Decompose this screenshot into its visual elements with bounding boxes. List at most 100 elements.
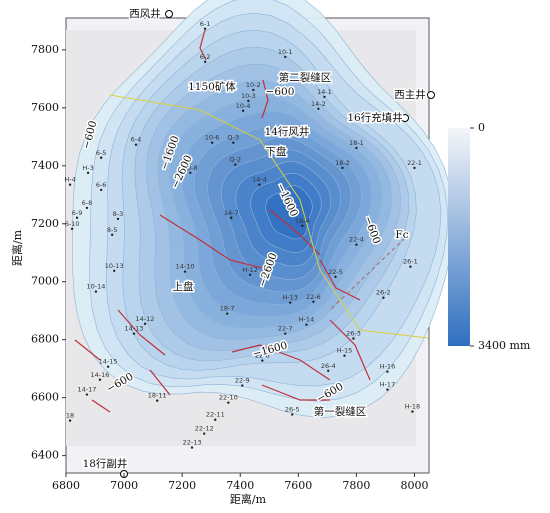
ore-line: [109, 94, 429, 339]
borehole-label: 22-9: [235, 377, 250, 385]
borehole: [284, 55, 287, 59]
borehole-label: 6-9: [72, 209, 83, 217]
borehole-label: H-18: [405, 403, 421, 411]
borehole-label: 22-4: [349, 236, 364, 244]
borehole-label: 6-6: [96, 181, 107, 189]
borehole-label: 14-10: [176, 263, 195, 271]
borehole: [134, 143, 138, 146]
annotation: 16行充填井: [347, 111, 402, 124]
borehole: [110, 233, 114, 237]
borehole-label: 14-4: [252, 176, 267, 184]
borehole-label: 14-2: [311, 100, 326, 108]
annotation: 1150矿体: [188, 80, 236, 93]
borehole: [190, 446, 194, 449]
annotation: Fc: [395, 229, 408, 241]
borehole: [352, 337, 355, 340]
y-tick-label: 6400: [31, 449, 59, 462]
crack-line: [74, 339, 101, 361]
annotation: 西风井: [129, 7, 161, 20]
crack-line: [261, 79, 269, 119]
borehole: [355, 146, 358, 150]
borehole: [413, 166, 416, 170]
borehole: [284, 332, 287, 335]
borehole-label: Q-3: [227, 134, 239, 142]
borehole-label: 14-16: [91, 371, 110, 379]
well-marker: [401, 114, 409, 122]
borehole: [323, 95, 326, 99]
borehole: [214, 418, 217, 421]
x-tick-label: 7600: [284, 479, 312, 492]
borehole: [301, 224, 304, 228]
borehole: [409, 265, 412, 268]
borehole: [68, 183, 72, 186]
y-tick-label: 7000: [31, 275, 59, 288]
borehole: [70, 227, 74, 230]
borehole: [113, 269, 116, 272]
borehole: [203, 60, 207, 64]
borehole-label: 14-17: [77, 386, 96, 394]
fault-line: [329, 237, 406, 311]
borehole: [189, 171, 192, 175]
borehole: [291, 413, 294, 416]
y-axis-label: 距离/m: [10, 229, 24, 266]
borehole-label: H-4: [64, 176, 75, 184]
borehole-label: 10-13: [105, 262, 124, 270]
borehole: [234, 163, 237, 166]
borehole-label: 18-7: [220, 305, 235, 313]
borehole: [183, 270, 187, 273]
borehole-label: 14-7: [224, 209, 239, 217]
borehole-label: 8-5: [107, 226, 118, 234]
well-marker: [165, 10, 173, 18]
borehole-label: 10-1: [278, 48, 293, 56]
borehole-label: 10-2: [246, 81, 261, 89]
colorbar-label: 3400 mm: [478, 339, 531, 352]
borehole-label: H-12: [242, 266, 258, 274]
colorbar-label: 0: [478, 121, 485, 134]
borehole-label: H-17: [380, 381, 396, 389]
borehole: [248, 273, 252, 277]
x-tick-label: 8000: [400, 479, 428, 492]
borehole: [334, 275, 337, 279]
borehole-label: 18-4: [295, 217, 310, 225]
borehole-label: 14-1: [317, 88, 332, 96]
borehole: [225, 312, 229, 315]
borehole-label: H-3: [82, 164, 93, 172]
borehole: [411, 410, 414, 413]
well-marker: [427, 91, 435, 99]
borehole-label: 26-2: [376, 289, 391, 297]
borehole-label: 26-3: [346, 330, 361, 338]
borehole-label: 14-15: [99, 358, 118, 366]
borehole: [317, 107, 320, 110]
y-tick-label: 6800: [31, 333, 59, 346]
borehole-label: 22-12: [195, 425, 214, 433]
borehole-label: 22-10: [219, 394, 238, 402]
crack-line: [319, 259, 361, 301]
borehole: [247, 99, 250, 103]
borehole: [210, 141, 214, 144]
annotation: 第二裂缝区: [279, 71, 332, 84]
borehole-label: Q-2: [229, 156, 241, 164]
borehole-label: 6-4: [131, 136, 142, 144]
borehole-label: 6-5: [96, 149, 107, 157]
borehole: [203, 27, 207, 30]
borehole: [258, 183, 261, 186]
borehole: [327, 369, 330, 372]
borehole: [305, 323, 308, 326]
y-tick-label: 7600: [31, 101, 59, 114]
borehole-label: H-13: [282, 294, 298, 302]
borehole: [341, 166, 344, 170]
annotation: 18行副井: [83, 457, 128, 470]
borehole-label: 14-12: [136, 315, 155, 323]
borehole-label: 6-8: [82, 199, 93, 207]
borehole-label: 26-5: [285, 406, 300, 414]
borehole-label: 22-13: [183, 439, 202, 447]
feature-layer: [74, 29, 429, 413]
borehole: [68, 419, 72, 422]
borehole-label: 22-8: [255, 352, 270, 360]
crack-line: [117, 309, 166, 356]
borehole-label: H-15: [337, 347, 353, 355]
x-tick-label: 7200: [168, 479, 196, 492]
borehole-label: 10-3: [241, 92, 256, 100]
crack-line: [231, 344, 331, 381]
